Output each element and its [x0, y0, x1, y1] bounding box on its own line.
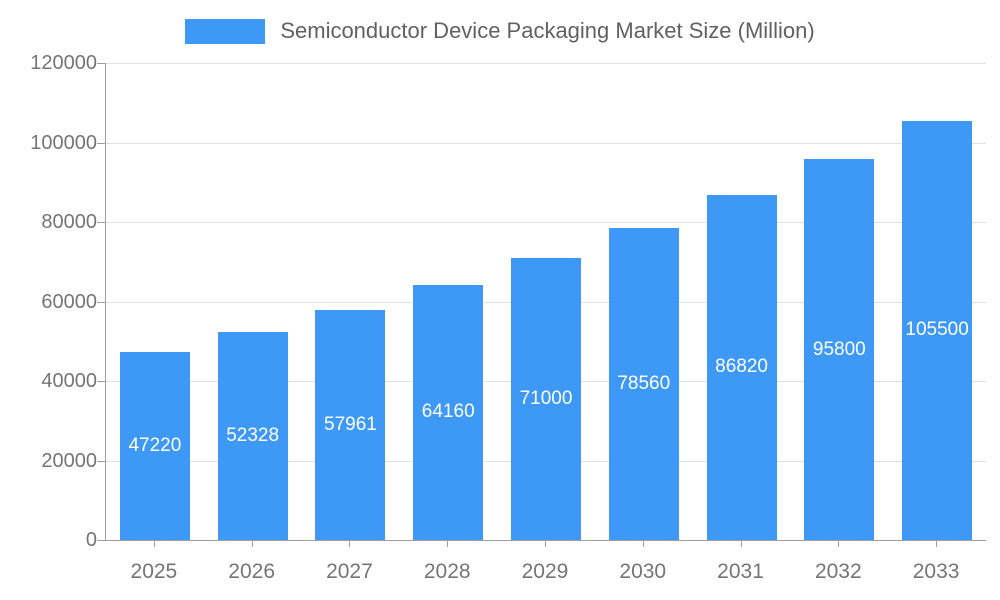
y-axis-tick-label: 120000	[30, 52, 97, 74]
x-axis-tick	[447, 541, 449, 547]
y-axis-tick-label: 20000	[41, 449, 97, 472]
bar-2029: 71000	[511, 257, 581, 540]
legend-swatch	[185, 18, 266, 44]
x-axis-tick	[740, 541, 742, 547]
bar-2028: 64160	[413, 284, 484, 540]
x-axis-tick-label: 2033	[912, 560, 960, 583]
x-axis-tick-label: 2029	[521, 560, 569, 583]
y-axis-tick	[97, 222, 105, 223]
x-axis-tick-label: 2026	[228, 560, 275, 583]
bar-value-label: 64160	[421, 401, 475, 423]
y-axis-tick	[97, 540, 105, 541]
bar-value-label: 52328	[226, 425, 280, 446]
bar-2030: 78560	[608, 227, 679, 540]
x-axis-tick	[838, 541, 840, 547]
bar-value-label: 47220	[128, 435, 182, 457]
gridline	[106, 63, 986, 64]
bar-value-label: 95800	[812, 338, 866, 360]
bar-value-label: 78560	[617, 372, 671, 394]
y-axis-tick-label: 60000	[41, 290, 97, 313]
gridline	[106, 222, 986, 223]
y-axis-tick-label: 0	[85, 529, 97, 551]
x-axis-tick-label: 2031	[717, 560, 764, 583]
plot-area: 47220 52328 57961 64160 71000 78560 86820 95800…	[105, 63, 986, 541]
x-axis-tick-label: 2030	[619, 560, 667, 583]
chart-title: Semiconductor Device Packaging Market Si…	[280, 18, 815, 43]
x-axis-tick	[642, 541, 644, 547]
x-axis-tick	[153, 541, 155, 547]
x-axis-tick-label: 2025	[130, 560, 178, 583]
x-axis-tick-label: 2028	[423, 560, 471, 583]
gridline	[106, 142, 986, 144]
bar-2027: 57961	[315, 309, 386, 540]
bar-2031: 86820	[706, 194, 777, 540]
x-axis-tick	[349, 541, 351, 547]
x-axis-tick-label: 2032	[814, 560, 862, 583]
x-axis-tick-label: 2027	[326, 560, 373, 583]
bar-value-label: 57961	[324, 413, 377, 435]
bar-value-label: 86820	[715, 356, 768, 378]
y-axis-tick	[97, 142, 105, 144]
y-axis-tick-label: 40000	[41, 370, 97, 392]
y-axis-tick	[97, 63, 105, 64]
x-axis-tick	[251, 541, 253, 547]
bar-2032: 95800	[804, 159, 875, 540]
bar-value-label: 71000	[519, 387, 573, 409]
x-axis-tick	[936, 541, 938, 547]
y-axis-tick	[97, 301, 105, 303]
y-axis-tick-label: 80000	[41, 211, 97, 233]
bar-2026: 52328	[217, 332, 288, 540]
y-axis-tick	[97, 381, 105, 382]
bar-value-label: 105500	[905, 319, 969, 341]
x-axis-tick	[545, 541, 546, 547]
y-axis-tick-label: 100000	[30, 131, 97, 154]
bar-2025: 47220	[119, 352, 190, 540]
y-axis-tick	[97, 460, 105, 462]
bar-2033: 105500	[902, 120, 973, 540]
chart-legend: Semiconductor Device Packaging Market Si…	[0, 18, 1000, 44]
